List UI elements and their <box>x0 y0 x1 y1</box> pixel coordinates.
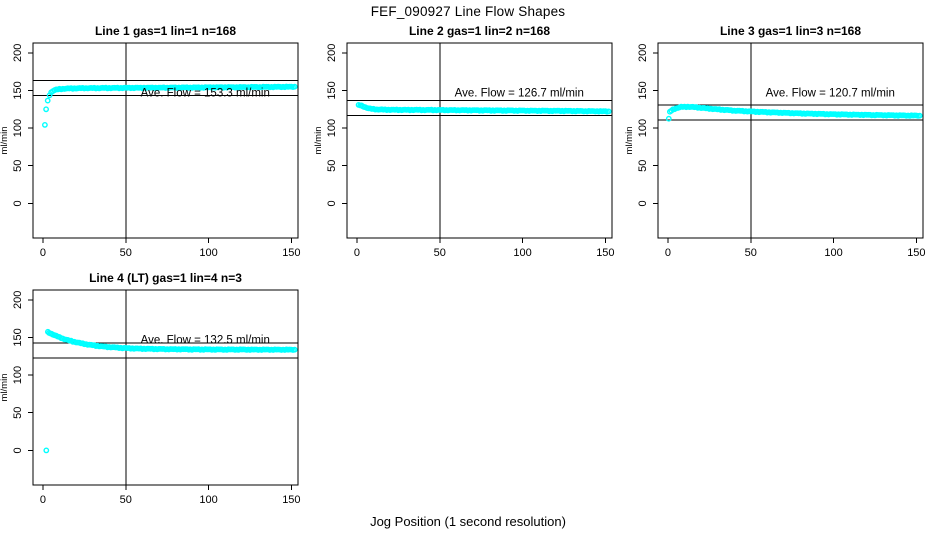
y-tick-label: 150 <box>12 328 24 346</box>
x-tick-label: 50 <box>434 247 446 259</box>
y-axis-label: ml/min <box>0 127 10 155</box>
panel-2: Line 2 gas=1 lin=2 n=168 Ave. Flow = 126.… <box>313 24 615 259</box>
x-tick-label: 0 <box>354 247 360 259</box>
x-tick-label: 0 <box>665 247 671 259</box>
ave-flow-label: Ave. Flow = 153.3 ml/min <box>141 87 270 99</box>
y-tick-label: 50 <box>12 407 24 419</box>
data-point <box>44 97 51 104</box>
y-tick-label: 150 <box>326 81 338 99</box>
y-tick-label: 100 <box>326 119 338 137</box>
data-point <box>42 122 48 128</box>
y-tick-label: 100 <box>637 119 649 137</box>
data-point <box>43 447 50 454</box>
data-point <box>43 106 49 113</box>
ave-flow-label: Ave. Flow = 132.5 ml/min <box>141 334 270 346</box>
panel-title: Line 4 (LT) gas=1 lin=4 n=3 <box>89 271 242 285</box>
y-axis-label: ml/min <box>0 374 10 402</box>
x-tick-label: 100 <box>199 494 217 506</box>
panel-1: Line 1 gas=1 lin=1 n=168 Ave. Flow = 153.… <box>0 24 301 259</box>
y-tick-label: 0 <box>12 200 24 206</box>
y-tick-label: 100 <box>12 366 24 384</box>
y-tick-label: 150 <box>12 81 24 99</box>
plot-box <box>32 42 299 239</box>
plot-box <box>32 289 299 486</box>
y-tick-label: 0 <box>637 200 649 206</box>
x-tick-label: 150 <box>907 247 925 259</box>
x-tick-label: 150 <box>282 247 300 259</box>
y-tick-label: 50 <box>326 160 338 172</box>
plot-box <box>657 42 924 239</box>
panel-3: Line 3 gas=1 lin=3 n=168 Ave. Flow = 120.… <box>624 24 926 259</box>
x-tick-label: 100 <box>824 247 842 259</box>
x-tick-label: 150 <box>596 247 614 259</box>
data-point <box>605 108 612 115</box>
panel-4: Line 4 (LT) gas=1 lin=4 n=3 Ave. Flow = 1… <box>0 271 301 506</box>
x-tick-label: 150 <box>282 494 300 506</box>
y-tick-label: 100 <box>12 119 24 137</box>
y-tick-label: 200 <box>12 291 24 309</box>
plot-box <box>346 42 613 239</box>
data-point <box>665 115 672 122</box>
panel-title: Line 3 gas=1 lin=3 n=168 <box>720 24 861 38</box>
x-tick-label: 50 <box>120 494 132 506</box>
x-tick-label: 100 <box>199 247 217 259</box>
y-tick-label: 200 <box>12 44 24 62</box>
x-tick-label: 50 <box>745 247 757 259</box>
x-tick-label: 0 <box>40 247 46 259</box>
y-tick-label: 0 <box>326 200 338 206</box>
ave-flow-label: Ave. Flow = 126.7 ml/min <box>455 87 584 99</box>
data-point <box>291 346 298 353</box>
y-axis-label: ml/min <box>624 127 635 155</box>
y-tick-label: 200 <box>326 44 338 62</box>
main-title: FEF_090927 Line Flow Shapes <box>370 4 566 19</box>
x-tick-label: 0 <box>40 494 46 506</box>
panel-title: Line 2 gas=1 lin=2 n=168 <box>409 24 550 38</box>
data-point <box>916 112 923 119</box>
y-tick-label: 0 <box>12 447 24 453</box>
x-tick-label: 50 <box>120 247 132 259</box>
data-point <box>291 83 298 90</box>
panel-title: Line 1 gas=1 lin=1 n=168 <box>95 24 236 38</box>
x-axis-title: Jog Position (1 second resolution) <box>370 514 566 529</box>
y-tick-label: 50 <box>12 160 24 172</box>
x-tick-label: 100 <box>513 247 531 259</box>
y-axis-label: ml/min <box>313 127 324 155</box>
y-tick-label: 150 <box>637 81 649 99</box>
y-tick-label: 200 <box>637 44 649 62</box>
y-tick-label: 50 <box>637 160 649 172</box>
ave-flow-label: Ave. Flow = 120.7 ml/min <box>766 87 895 99</box>
